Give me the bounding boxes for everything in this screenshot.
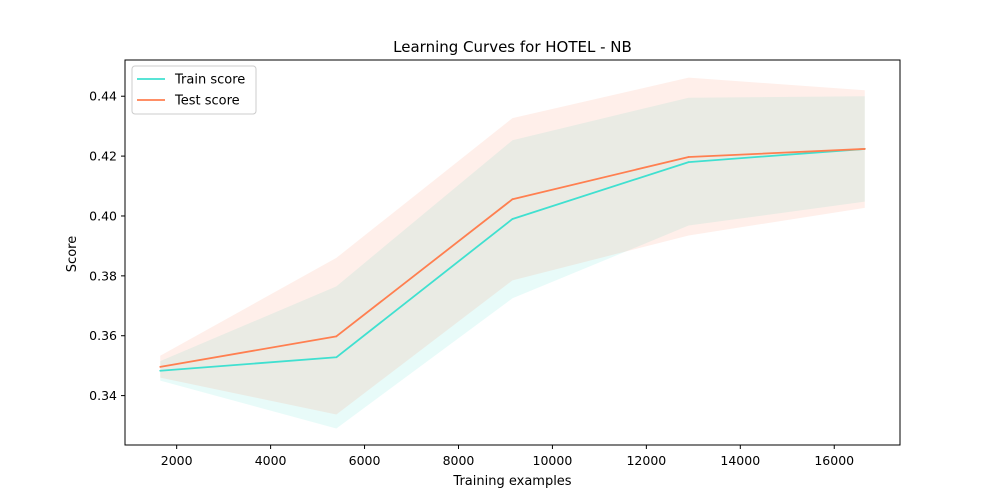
x-tick-label: 8000 bbox=[443, 453, 475, 468]
legend: Train score Test score bbox=[131, 65, 257, 115]
chart-title: Learning Curves for HOTEL - NB bbox=[393, 38, 632, 56]
x-tick-label: 16000 bbox=[814, 453, 854, 468]
series-1-point-3 bbox=[511, 218, 514, 220]
legend-label-2: Test score bbox=[174, 94, 240, 109]
confidence-band-1 bbox=[160, 96, 865, 429]
x-tick-label: 6000 bbox=[349, 453, 381, 468]
plot-area bbox=[159, 77, 866, 429]
legend-label-1: Train score bbox=[174, 73, 245, 88]
axes-frame bbox=[124, 59, 901, 446]
y-tick-label: 0.44 bbox=[89, 89, 117, 104]
series-2-point-2 bbox=[335, 335, 338, 338]
y-tick-label: 0.40 bbox=[89, 208, 117, 223]
x-tick-label: 14000 bbox=[720, 453, 760, 468]
x-tick-label: 12000 bbox=[626, 453, 666, 468]
series-2-point-1 bbox=[159, 365, 162, 368]
series-1-point-4 bbox=[687, 161, 690, 163]
x-tick-label: 2000 bbox=[161, 453, 193, 468]
y-tick-label: 0.36 bbox=[89, 328, 117, 343]
y-tick-label: 0.42 bbox=[89, 149, 117, 164]
y-axis-label: Score bbox=[65, 236, 80, 272]
x-tick-label: 10000 bbox=[533, 453, 573, 468]
series-2-point-5 bbox=[863, 148, 866, 150]
y-tick-label: 0.34 bbox=[89, 388, 117, 403]
series-2-point-4 bbox=[687, 156, 690, 158]
series-1-point-2 bbox=[335, 356, 338, 359]
series-2-point-3 bbox=[511, 198, 514, 201]
axes: 2000 4000 6000 8000 10000 12000 14000 16000 0.34… bbox=[89, 59, 901, 468]
series-1-point-1 bbox=[159, 369, 162, 372]
x-axis-label: Training examples bbox=[452, 474, 571, 489]
y-tick-label: 0.38 bbox=[89, 268, 117, 283]
legend-box bbox=[131, 65, 257, 115]
x-tick-label: 4000 bbox=[255, 453, 287, 468]
